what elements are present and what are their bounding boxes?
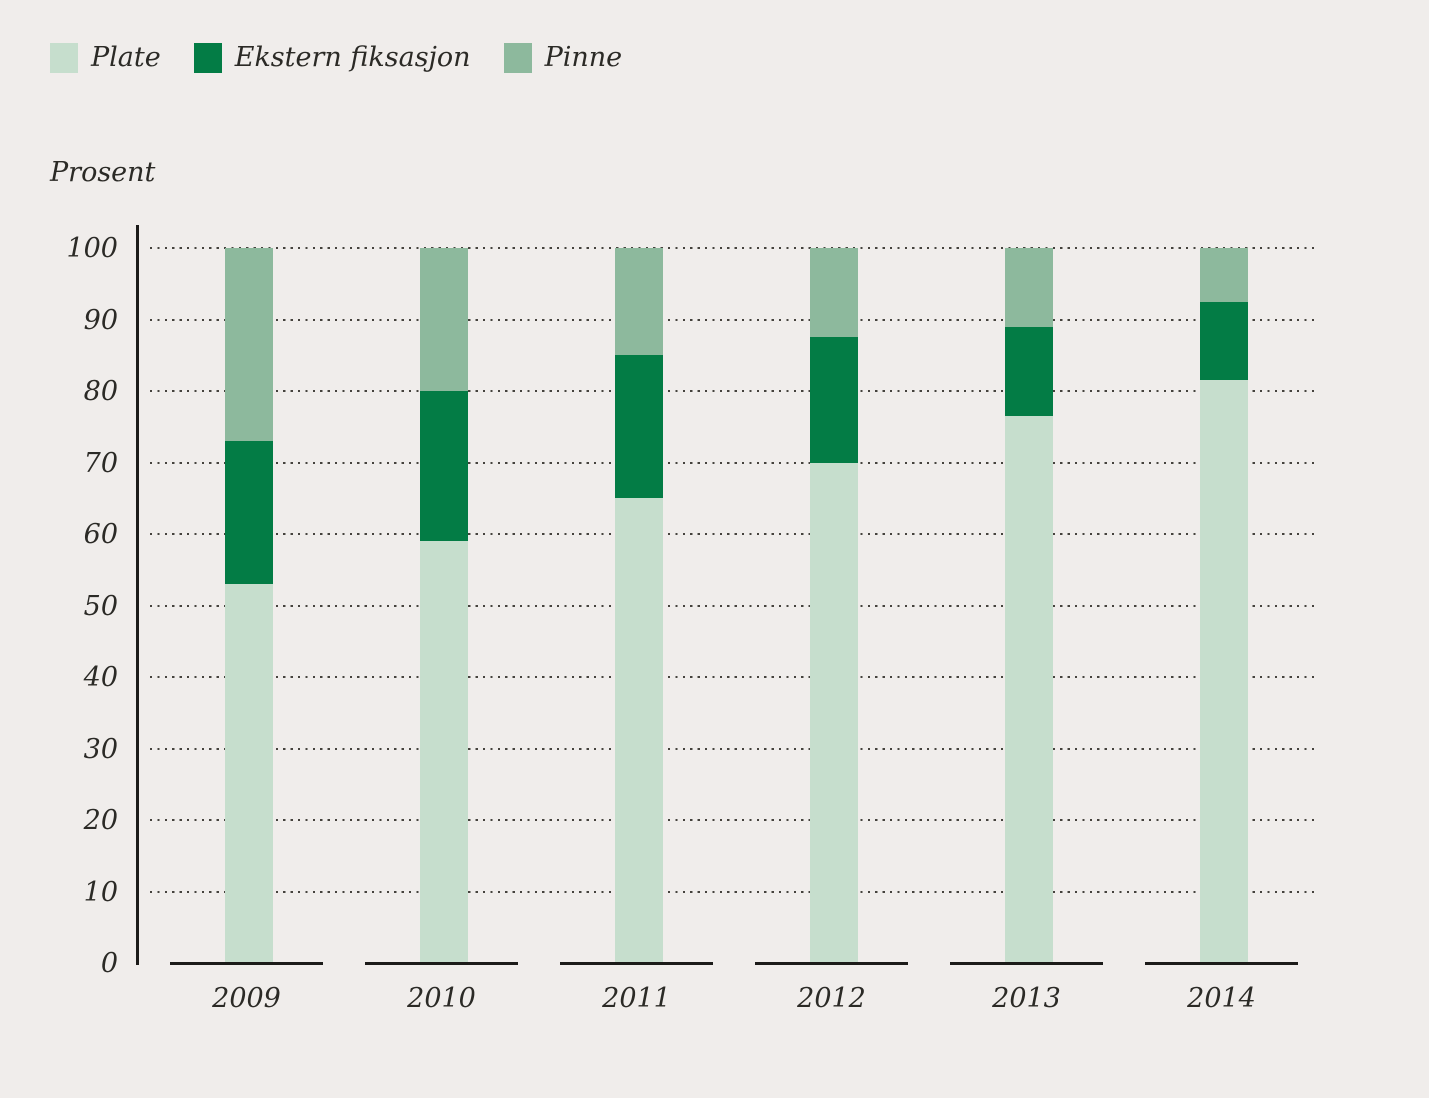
x-tick-label-2010: 2010	[407, 983, 476, 1014]
bar-segment-plate-2014	[1200, 380, 1248, 963]
bar-2012	[810, 248, 858, 963]
legend-swatch-icon	[50, 43, 78, 73]
y-tick-label-0: 0	[100, 948, 118, 979]
bar-segment-ekstern-fiksasjon-2014	[1200, 301, 1248, 381]
bar-segment-pinne-2012	[810, 248, 858, 338]
x-tick-label-2009: 2009	[212, 983, 281, 1014]
bar-segment-pinne-2013	[1005, 248, 1053, 327]
gridline-80	[150, 390, 1317, 392]
gridline-10	[150, 890, 1317, 893]
bar-2009	[225, 248, 273, 963]
bar-segment-plate-2009	[225, 584, 273, 963]
gridline-50	[150, 604, 1317, 607]
bar-segment-ekstern-fiksasjon-2013	[1005, 326, 1053, 417]
y-tick-label-10: 10	[83, 876, 118, 908]
y-tick-label-40: 40	[83, 662, 118, 693]
legend-item-ekstern-fiksasjon: Ekstern fiksasjon	[193, 42, 471, 73]
y-tick-label-60: 60	[83, 519, 118, 550]
bar-segment-ekstern-fiksasjon-2011	[615, 355, 663, 499]
x-tick-label-2012: 2012	[797, 983, 866, 1014]
gridline-20	[150, 819, 1317, 821]
gridline-90	[150, 318, 1317, 321]
bar-segment-pinne-2010	[420, 248, 468, 391]
x-tick-label-2013: 2013	[992, 983, 1061, 1014]
bar-segment-ekstern-fiksasjon-2012	[810, 337, 858, 463]
y-axis-title: Prosent	[50, 157, 156, 188]
x-tick-label-2014: 2014	[1187, 983, 1256, 1014]
y-axis-line	[136, 225, 139, 965]
legend-item-pinne: Pinne	[503, 42, 623, 73]
legend-label: Pinne	[544, 42, 623, 73]
gridline-70	[150, 461, 1317, 464]
gridline-100	[150, 247, 1317, 249]
bar-segment-plate-2012	[810, 462, 858, 963]
y-tick-label-100: 100	[66, 233, 118, 264]
y-tick-label-50: 50	[83, 590, 118, 622]
bar-2010	[420, 248, 468, 963]
gridline-60	[150, 533, 1317, 535]
x-axis-baseline-2010	[365, 962, 518, 965]
y-tick-label-70: 70	[83, 447, 118, 479]
x-axis-baseline-2013	[950, 962, 1103, 965]
x-axis-baseline-2009	[170, 962, 323, 965]
bar-2013	[1005, 248, 1053, 963]
x-axis-baseline-2014	[1145, 962, 1298, 965]
legend-item-plate: Plate	[50, 43, 161, 73]
bar-segment-ekstern-fiksasjon-2009	[225, 441, 273, 585]
bar-segment-pinne-2009	[225, 248, 273, 442]
legend-label: Ekstern fiksasjon	[234, 42, 471, 73]
bar-2014	[1200, 248, 1248, 963]
x-axis-baseline-2012	[755, 962, 908, 965]
legend-swatch-icon	[503, 43, 532, 73]
x-tick-label-2011: 2011	[602, 983, 671, 1014]
legend-label: Plate	[91, 42, 161, 73]
x-axis-baseline-2011	[560, 962, 713, 965]
y-tick-label-80: 80	[83, 376, 118, 407]
bar-segment-plate-2010	[420, 541, 468, 963]
bar-segment-ekstern-fiksasjon-2010	[420, 391, 468, 542]
gridline-40	[150, 676, 1317, 678]
y-tick-label-90: 90	[83, 304, 118, 336]
y-tick-label-30: 30	[83, 733, 118, 765]
bar-2011	[615, 248, 663, 963]
bar-segment-plate-2013	[1005, 416, 1053, 963]
gridline-30	[150, 747, 1317, 750]
y-tick-label-20: 20	[83, 805, 118, 836]
chart-legend: Plate Ekstern fiksasjon Pinne	[50, 43, 622, 73]
bar-segment-pinne-2014	[1200, 248, 1248, 302]
bar-segment-plate-2011	[615, 498, 663, 963]
bar-segment-pinne-2011	[615, 248, 663, 356]
legend-swatch-icon	[193, 43, 222, 73]
